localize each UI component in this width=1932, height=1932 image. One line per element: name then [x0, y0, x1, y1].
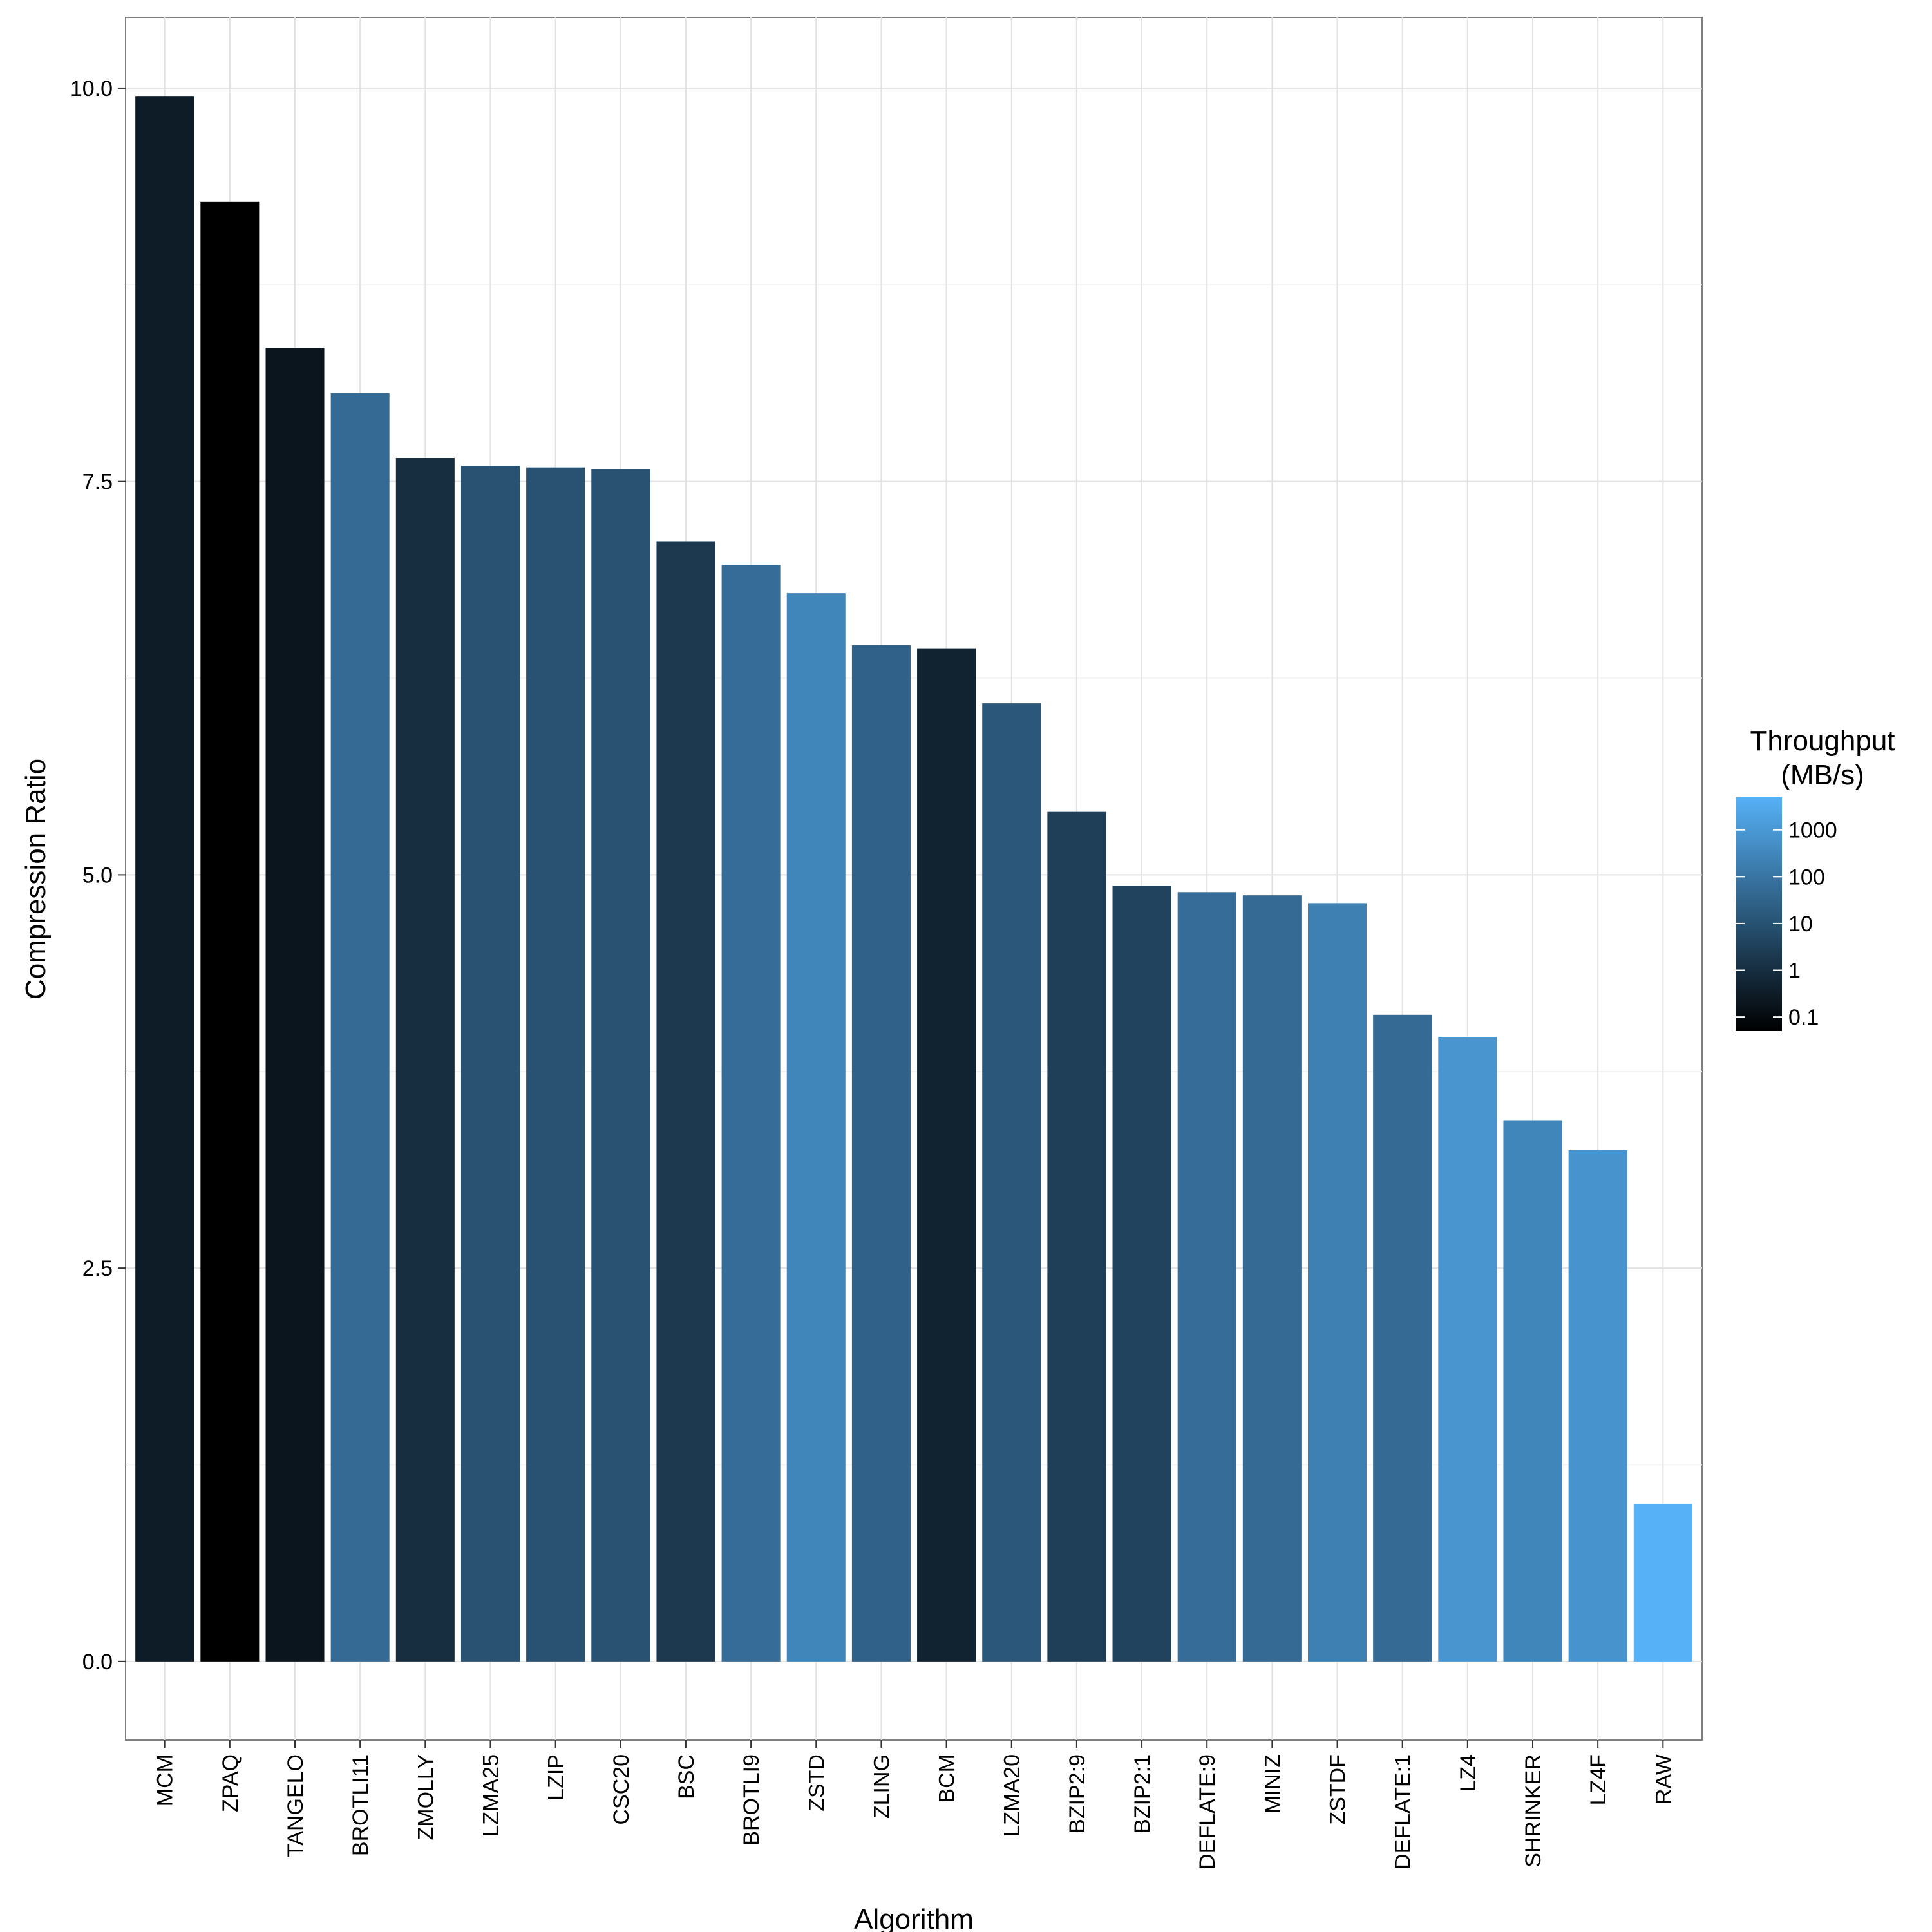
bar-zpaq: [200, 201, 260, 1662]
x-tick-label: BZIP2:9: [1065, 1754, 1090, 1833]
bar-tangelo: [265, 348, 325, 1662]
bar-miniz: [1242, 895, 1302, 1662]
bar-bsc: [656, 541, 715, 1662]
x-tick-label: LZ4: [1456, 1754, 1481, 1792]
bar-mcm: [135, 96, 194, 1662]
bar-bzip2-9: [1047, 811, 1106, 1662]
x-tick-label: ZPAQ: [218, 1754, 243, 1812]
bar-shrinker: [1503, 1120, 1562, 1662]
y-axis-title: Compression Ratio: [20, 759, 52, 999]
x-tick-label: SHRINKER: [1521, 1754, 1546, 1868]
bar-bzip2-1: [1112, 886, 1171, 1662]
x-tick-label: BCM: [935, 1754, 960, 1803]
bar-zmolly: [395, 458, 455, 1662]
x-tick-label: MINIZ: [1260, 1754, 1285, 1814]
x-tick-label: ZSTDF: [1326, 1754, 1350, 1825]
x-tick-label: LZMA20: [1000, 1754, 1025, 1837]
legend: Throughput (MB/s) 0.1 1 10 100 1000: [1736, 725, 1895, 1031]
x-tick-label: DEFLATE:1: [1391, 1754, 1416, 1870]
y-tick-label: 0.0: [82, 1650, 113, 1674]
bar-bcm: [917, 648, 976, 1662]
bar-lz4: [1438, 1037, 1497, 1662]
y-tick-label: 7.5: [82, 470, 113, 495]
y-tick-label: 10.0: [70, 77, 113, 101]
bar-deflate-1: [1373, 1014, 1432, 1662]
legend-break-label: 1000: [1788, 819, 1837, 843]
bar-zstdf: [1308, 903, 1367, 1662]
x-axis: MCM ZPAQ TANGELO BROTLI11 ZMOLLY LZMA25 LZIP CS…: [153, 1740, 1676, 1870]
legend-title-line-2: (MB/s): [1781, 759, 1864, 791]
bar-lzma20: [982, 703, 1041, 1662]
x-tick-label: ZLING: [869, 1754, 894, 1819]
x-tick-label: DEFLATE:9: [1195, 1754, 1220, 1870]
bar-raw: [1633, 1504, 1692, 1662]
x-tick-label: LZ4F: [1586, 1754, 1611, 1805]
x-tick-label: ZMOLLY: [413, 1754, 438, 1841]
x-axis-title: Algorithm: [854, 1904, 974, 1932]
x-tick-label: TANGELO: [283, 1754, 308, 1857]
legend-colorbar: [1736, 797, 1782, 1031]
bar-lzip: [526, 467, 585, 1662]
x-tick-label: ZSTD: [804, 1754, 829, 1812]
legend-title-line-1: Throughput: [1750, 725, 1895, 757]
bar-lz4f: [1568, 1150, 1627, 1662]
y-tick-label: 5.0: [82, 863, 113, 887]
bar-zling: [851, 645, 911, 1662]
bar-brotli9: [721, 565, 781, 1662]
legend-break-label: 10: [1788, 912, 1813, 936]
x-tick-label: BROTLI11: [348, 1754, 373, 1856]
bars: [135, 96, 1692, 1662]
y-tick-label: 2.5: [82, 1256, 113, 1281]
x-tick-label: MCM: [153, 1754, 178, 1806]
x-tick-label: LZMA25: [478, 1754, 503, 1837]
x-tick-label: BZIP2:1: [1130, 1754, 1155, 1833]
bar-deflate-9: [1177, 892, 1236, 1662]
legend-break-label: 1: [1788, 959, 1801, 983]
x-tick-label: CSC20: [609, 1754, 634, 1825]
x-tick-label: BROTLI9: [739, 1754, 764, 1846]
y-axis: 0.0 2.5 5.0 7.5 10.0: [70, 77, 126, 1674]
bar-lzma25: [460, 466, 520, 1662]
x-tick-label: RAW: [1651, 1754, 1676, 1804]
legend-break-label: 0.1: [1788, 1005, 1819, 1030]
x-tick-label: LZIP: [544, 1754, 569, 1801]
bar-csc20: [591, 469, 650, 1662]
x-tick-label: BSC: [674, 1754, 699, 1799]
bar-zstd: [786, 593, 846, 1662]
legend-break-label: 100: [1788, 865, 1825, 889]
bar-brotli11: [330, 393, 390, 1662]
